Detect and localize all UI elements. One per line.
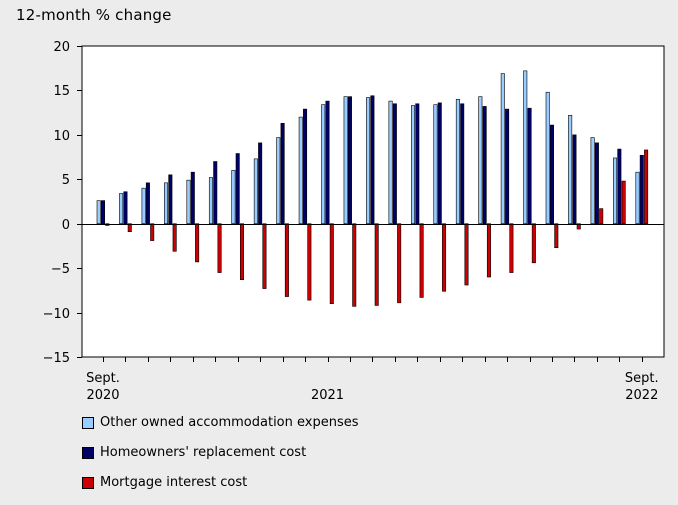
bar-mortgage-interest-cost-2022-09 (644, 149, 649, 225)
x-tick-label-line2: 2021 (311, 388, 344, 400)
bar-other-owned-accommodation-expenses-2021-06 (298, 116, 303, 225)
bar-mortgage-interest-cost-2022-01 (464, 223, 469, 286)
bar-mortgage-interest-cost-2021-01 (195, 223, 200, 263)
bar-homeowners-replacement-cost-2021-10 (392, 103, 397, 225)
bar-mortgage-interest-cost-2020-10 (127, 223, 132, 233)
y-tick-label: 15 (53, 84, 70, 99)
bar-other-owned-accommodation-expenses-2021-07 (321, 104, 326, 225)
bar-mortgage-interest-cost-2021-09 (374, 223, 379, 306)
bar-homeowners-replacement-cost-2022-04 (527, 107, 532, 225)
bar-other-owned-accommodation-expenses-2021-08 (343, 96, 348, 225)
bar-homeowners-replacement-cost-2021-06 (303, 108, 308, 225)
bar-mortgage-interest-cost-2021-08 (352, 223, 357, 307)
bar-other-owned-accommodation-expenses-2021-12 (433, 104, 438, 225)
chart-area: 20 15 10 5 0 −5 −10 −15 Sept. 2020 2021 Sept. 2022 (43, 40, 665, 400)
bar-homeowners-replacement-cost-2022-01 (460, 103, 465, 225)
bar-other-owned-accommodation-expenses-2021-11 (410, 105, 415, 225)
bar-homeowners-replacement-cost-2022-02 (482, 106, 487, 225)
y-tick-label: 5 (62, 173, 70, 188)
bar-mortgage-interest-cost-2022-03 (509, 223, 514, 273)
bar-other-owned-accommodation-expenses-2021-05 (276, 137, 281, 225)
bar-homeowners-replacement-cost-2021-03 (235, 153, 240, 225)
bar-mortgage-interest-cost-2021-02 (217, 223, 222, 273)
bar-homeowners-replacement-cost-2020-12 (168, 174, 173, 225)
bar-mortgage-interest-cost-2022-07 (599, 208, 604, 225)
legend-label-other-owned: Other owned accommodation expenses (100, 415, 359, 430)
y-tick-label: 0 (62, 218, 70, 233)
bar-homeowners-replacement-cost-2020-10 (123, 191, 128, 225)
bar-mortgage-interest-cost-2022-04 (531, 223, 536, 264)
bar-other-owned-accommodation-expenses-2020-11 (141, 187, 146, 225)
bar-mortgage-interest-cost-2021-05 (284, 223, 289, 297)
bar-homeowners-replacement-cost-2020-11 (145, 182, 150, 225)
bar-mortgage-interest-cost-2022-05 (554, 223, 559, 249)
x-tick-label-line1: Sept. (625, 371, 659, 386)
bar-homeowners-replacement-cost-2021-01 (190, 171, 195, 225)
bar-other-owned-accommodation-expenses-2022-02 (478, 96, 483, 225)
y-tick-label: −10 (43, 307, 70, 322)
bar-other-owned-accommodation-expenses-2022-03 (500, 73, 505, 225)
legend-swatch-mortgage-interest (82, 477, 94, 489)
bar-mortgage-interest-cost-2021-10 (397, 223, 402, 304)
bar-homeowners-replacement-cost-2021-04 (258, 142, 263, 225)
bar-mortgage-interest-cost-2021-03 (240, 223, 245, 280)
bar-homeowners-replacement-cost-2022-09 (639, 154, 644, 225)
bar-homeowners-replacement-cost-2021-05 (280, 123, 285, 225)
bar-mortgage-interest-cost-2021-06 (307, 223, 312, 301)
bar-other-owned-accommodation-expenses-2022-07 (590, 137, 595, 225)
bar-other-owned-accommodation-expenses-2021-04 (253, 158, 258, 225)
bar-other-owned-accommodation-expenses-2021-10 (388, 100, 393, 225)
bar-homeowners-replacement-cost-2022-08 (617, 148, 622, 225)
bar-homeowners-replacement-cost-2021-11 (415, 103, 420, 225)
y-tick-label: 20 (53, 40, 70, 55)
bar-mortgage-interest-cost-2022-06 (576, 223, 581, 230)
bar-homeowners-replacement-cost-2020-09 (101, 200, 106, 225)
bar-homeowners-replacement-cost-2021-07 (325, 100, 330, 225)
bar-other-owned-accommodation-expenses-2022-05 (545, 91, 550, 225)
bar-other-owned-accommodation-expenses-2021-02 (208, 177, 213, 225)
bar-mortgage-interest-cost-2021-11 (419, 223, 424, 298)
bar-homeowners-replacement-cost-2022-05 (549, 124, 554, 225)
bar-mortgage-interest-cost-2021-04 (262, 223, 267, 289)
bar-other-owned-accommodation-expenses-2021-01 (186, 179, 191, 225)
legend-label-mortgage-interest: Mortgage interest cost (100, 475, 248, 490)
bar-homeowners-replacement-cost-2021-08 (347, 96, 352, 225)
bar-homeowners-replacement-cost-2022-07 (594, 142, 599, 225)
bar-other-owned-accommodation-expenses-2021-09 (366, 97, 371, 225)
legend-label-replacement-cost: Homeowners' replacement cost (100, 445, 307, 460)
legend-swatch-other-owned (82, 417, 94, 429)
bar-other-owned-accommodation-expenses-2021-03 (231, 170, 236, 225)
y-tick-label: −15 (43, 351, 70, 366)
bar-other-owned-accommodation-expenses-2020-10 (119, 193, 124, 225)
bar-homeowners-replacement-cost-2022-03 (505, 108, 510, 225)
bar-other-owned-accommodation-expenses-2022-06 (568, 115, 573, 225)
y-tick-label: −5 (51, 262, 70, 277)
x-tick-label-line2: 2022 (625, 388, 658, 400)
bar-mortgage-interest-cost-2022-02 (486, 223, 491, 278)
bar-other-owned-accommodation-expenses-2022-01 (455, 99, 460, 225)
bar-other-owned-accommodation-expenses-2020-12 (164, 182, 169, 225)
bar-other-owned-accommodation-expenses-2022-04 (523, 70, 528, 225)
bar-mortgage-interest-cost-2020-11 (150, 223, 155, 241)
bar-homeowners-replacement-cost-2021-02 (213, 161, 218, 225)
bar-homeowners-replacement-cost-2021-09 (370, 95, 375, 225)
bar-other-owned-accommodation-expenses-2022-08 (613, 157, 618, 225)
bar-mortgage-interest-cost-2022-08 (621, 180, 626, 225)
bar-mortgage-interest-cost-2021-07 (329, 223, 334, 304)
bar-other-owned-accommodation-expenses-2022-09 (635, 171, 640, 225)
bar-homeowners-replacement-cost-2021-12 (437, 102, 442, 225)
bar-homeowners-replacement-cost-2022-06 (572, 134, 577, 225)
legend-swatch-replacement-cost (82, 447, 94, 459)
bar-other-owned-accommodation-expenses-2020-09 (96, 200, 101, 225)
y-axis-unit-label: 12-month % change (16, 6, 172, 24)
bar-mortgage-interest-cost-2021-12 (442, 223, 447, 292)
y-tick-label: 10 (53, 129, 70, 144)
x-tick-label-line1: Sept. (86, 371, 120, 386)
x-tick-label-line2: 2020 (86, 388, 119, 400)
bar-mortgage-interest-cost-2020-12 (172, 223, 177, 252)
